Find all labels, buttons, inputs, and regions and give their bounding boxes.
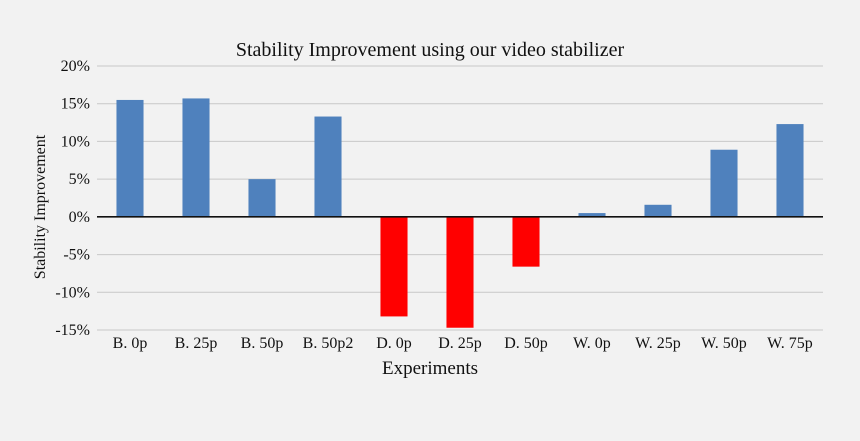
x-tick-label: D. 50p — [504, 335, 548, 352]
x-axis-label: Experiments — [382, 358, 478, 379]
bar — [446, 216, 474, 328]
bar — [644, 204, 672, 217]
x-tick-label: D. 25p — [438, 335, 482, 352]
bar — [710, 149, 738, 217]
bar — [248, 179, 276, 217]
bar — [182, 98, 210, 217]
x-tick-label: B. 50p — [241, 335, 284, 352]
x-tick-label: W. 0p — [573, 335, 611, 352]
x-tick-label: D. 0p — [376, 335, 412, 352]
bar — [380, 216, 408, 317]
bar — [116, 99, 144, 217]
y-tick-label: -5% — [63, 247, 90, 264]
y-tick-label: 10% — [61, 133, 90, 150]
y-tick-label: 20% — [61, 58, 90, 75]
bar — [578, 213, 606, 217]
bar — [314, 116, 342, 217]
x-tick-label: B. 25p — [175, 335, 218, 352]
y-tick-label: -15% — [55, 322, 90, 339]
x-tick-labels: B. 0p B. 25p B. 50p B. 50p2 D. 0p D. 25p D. 50… — [113, 335, 813, 352]
x-tick-label: B. 0p — [113, 335, 148, 352]
chart-title: Stability Improvement using our video st… — [236, 39, 625, 61]
y-tick-label: 0% — [69, 209, 90, 226]
bar — [512, 216, 540, 267]
y-tick-labels: 20% 15% 10% 5% 0% -5% -10% -15% — [55, 58, 90, 339]
x-tick-label: W. 25p — [635, 335, 681, 352]
bar — [776, 124, 804, 217]
y-tick-label: 5% — [69, 171, 90, 188]
x-tick-label: W. 75p — [767, 335, 813, 352]
x-tick-label: B. 50p2 — [303, 335, 354, 352]
y-axis-label: Stability Improvement — [32, 134, 49, 279]
bars — [116, 98, 804, 328]
y-tick-label: 15% — [61, 96, 90, 113]
y-tick-label: -10% — [55, 284, 90, 301]
x-tick-label: W. 50p — [701, 335, 747, 352]
